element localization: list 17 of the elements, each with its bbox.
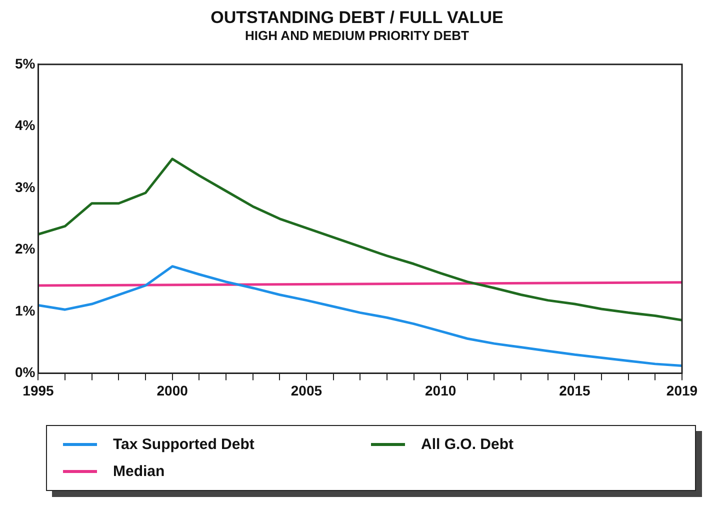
- x-tick-label: 2019: [666, 382, 698, 398]
- x-tick-label: 2005: [290, 382, 322, 398]
- x-tick-label: 2000: [156, 382, 188, 398]
- legend-label: Tax Supported Debt: [113, 436, 254, 453]
- chart-title: OUTSTANDING DEBT / FULL VALUE: [210, 8, 504, 28]
- y-tick-label: 4%: [15, 117, 36, 134]
- chart-subtitle: HIGH AND MEDIUM PRIORITY DEBT: [244, 28, 470, 43]
- legend-label: All G.O. Debt: [421, 436, 514, 453]
- y-tick-label: 5%: [15, 55, 36, 72]
- y-tick-label: 0%: [15, 364, 36, 380]
- y-tick-label: 1%: [15, 302, 36, 318]
- x-tick-label: 2015: [559, 382, 590, 398]
- x-tick-label: 2010: [425, 382, 456, 398]
- y-tick-label: 2%: [15, 240, 36, 257]
- y-tick-label: 3%: [15, 178, 36, 195]
- legend-label: Median: [113, 463, 165, 480]
- x-tick-label: 1995: [22, 382, 54, 398]
